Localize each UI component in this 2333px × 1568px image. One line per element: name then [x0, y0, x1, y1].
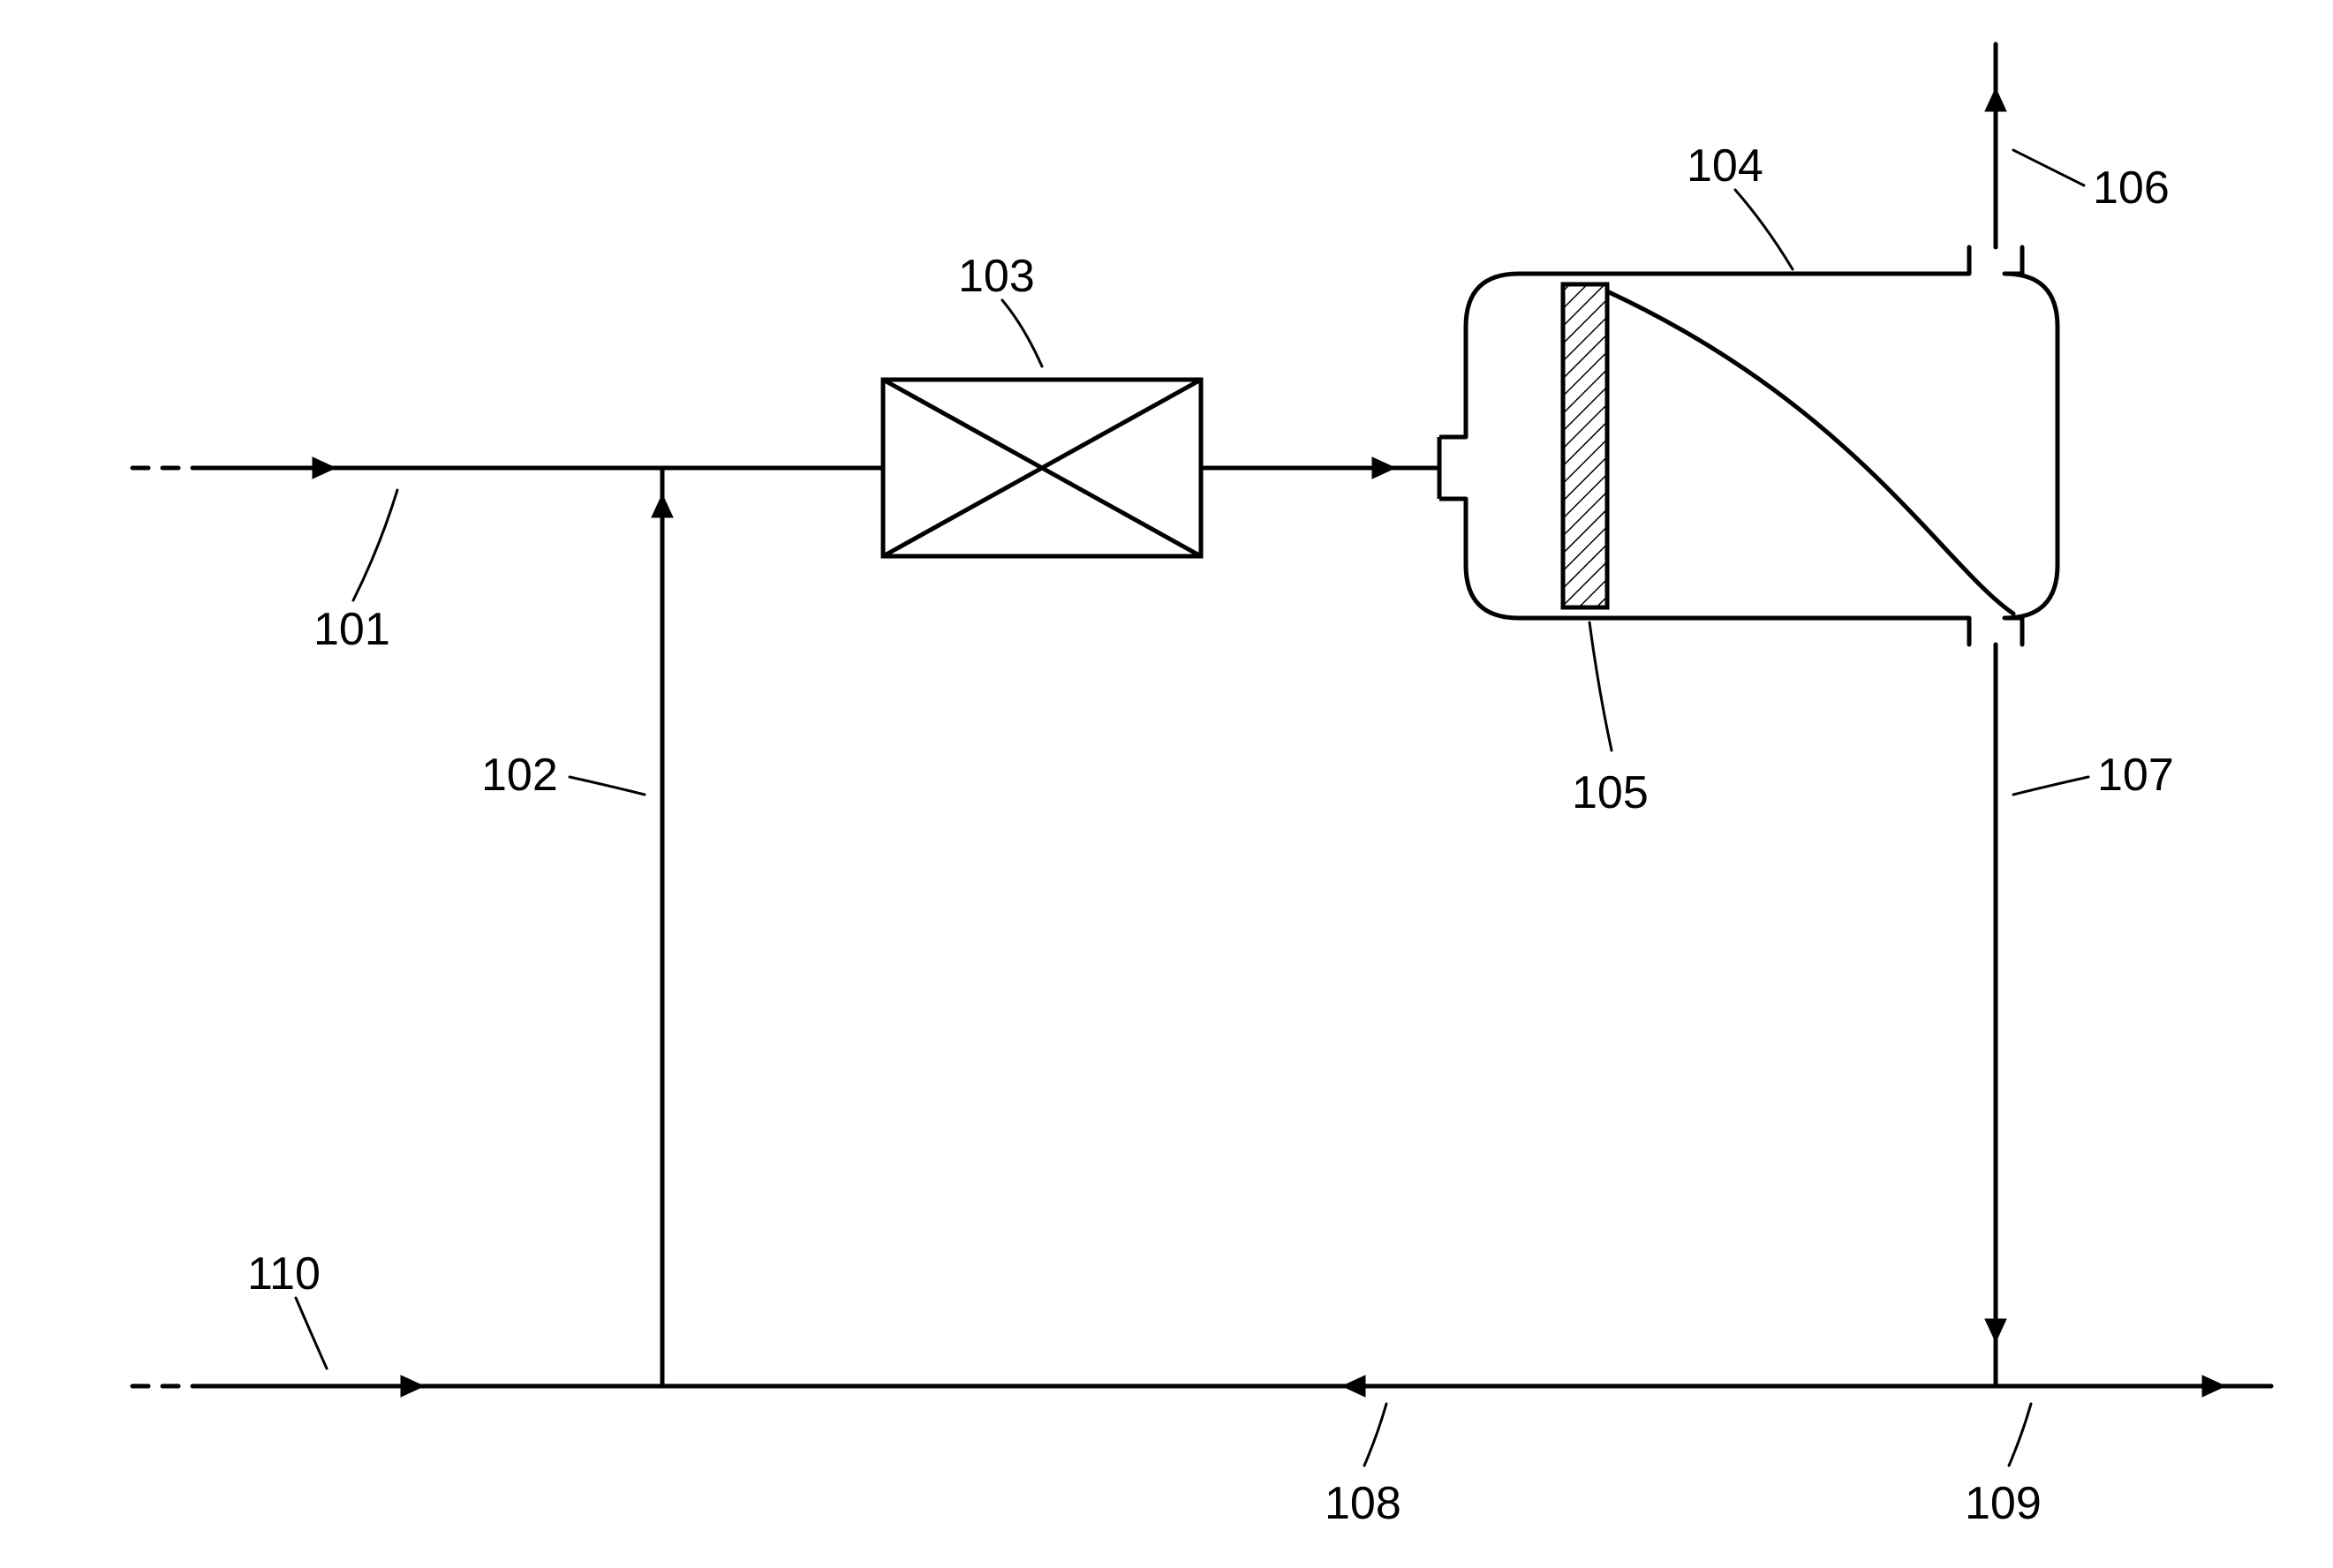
- leader-106: [2013, 150, 2084, 185]
- label-106: 106: [2093, 162, 2170, 214]
- leader-102: [570, 777, 645, 795]
- label-104: 104: [1687, 140, 1763, 192]
- leader-104: [1735, 190, 1793, 269]
- leader-107: [2013, 777, 2088, 795]
- block-103: [883, 380, 1201, 556]
- leader-103: [1002, 300, 1042, 366]
- leader-101: [353, 490, 397, 600]
- vessel-104-body: [1466, 247, 2057, 645]
- label-103: 103: [958, 251, 1035, 302]
- label-109: 109: [1965, 1478, 2042, 1529]
- leader-110: [296, 1298, 327, 1368]
- leader-105: [1589, 622, 1612, 750]
- leader-108: [1364, 1404, 1386, 1466]
- label-102: 102: [481, 750, 558, 801]
- label-101: 101: [313, 604, 390, 655]
- label-105: 105: [1572, 767, 1649, 818]
- baffle-105: [1563, 284, 1607, 607]
- leader-109: [2009, 1404, 2031, 1466]
- vessel-104-internal-curve: [1607, 291, 2013, 614]
- label-108: 108: [1325, 1478, 1401, 1529]
- label-110: 110: [247, 1248, 321, 1300]
- label-107: 107: [2097, 750, 2174, 801]
